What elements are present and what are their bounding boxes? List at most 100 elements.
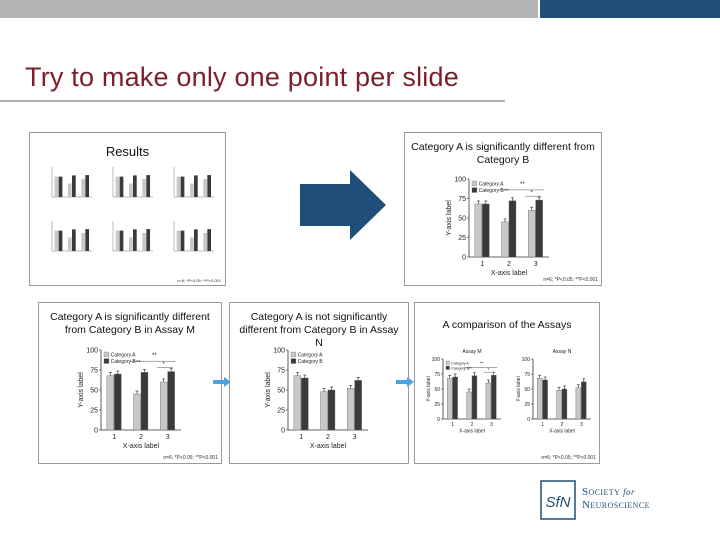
svg-text:SfN: SfN xyxy=(545,494,570,511)
y-tick-label: 25 xyxy=(434,402,440,408)
y-tick-label: 50 xyxy=(434,387,440,393)
top-band-grey xyxy=(0,0,538,18)
significance-marker: * xyxy=(531,191,534,197)
y-tick-label: 25 xyxy=(458,235,466,242)
title-rule xyxy=(0,100,505,102)
bar xyxy=(575,387,582,420)
chart-subtitle: Assay M xyxy=(462,349,481,355)
slide-title: Try to make only one point per slide xyxy=(25,62,459,92)
significance-marker: ** xyxy=(520,182,525,188)
legend-swatch xyxy=(103,358,110,364)
bar xyxy=(482,203,490,258)
chart-comparison-footnote: n=6; *P<0.05; **P<0.001 xyxy=(541,455,596,461)
y-tick-label: 0 xyxy=(462,254,466,261)
y-tick-label: 0 xyxy=(281,427,285,434)
top-band xyxy=(0,0,720,18)
y-axis-label: Y-axis label xyxy=(446,200,453,236)
x-tick-label: 2 xyxy=(471,422,474,428)
y-tick-label: 100 xyxy=(454,176,466,183)
bar xyxy=(581,381,587,420)
bar xyxy=(491,375,497,420)
bar xyxy=(159,381,168,431)
chart-n-title: Category A is not significantly differen… xyxy=(239,311,399,349)
legend-swatch xyxy=(103,351,110,358)
mini-bar xyxy=(203,179,208,197)
results-panel-title: Results xyxy=(105,144,150,159)
bar xyxy=(106,375,115,431)
mini-bar xyxy=(85,229,90,251)
sfn-logo: SfN Society for Neuroscience xyxy=(540,480,670,524)
mini-bar xyxy=(68,237,72,251)
significance-marker: ** xyxy=(468,366,472,371)
significance-marker: ** xyxy=(504,189,509,195)
bar xyxy=(320,391,328,431)
significance-marker: * xyxy=(163,362,166,368)
x-tick-label: 1 xyxy=(112,434,116,441)
y-tick-label: 100 xyxy=(432,357,441,363)
bar xyxy=(485,382,492,420)
bar xyxy=(561,388,568,420)
significance-marker: ** xyxy=(136,360,141,366)
bar xyxy=(447,378,453,420)
legend-swatch xyxy=(290,351,297,358)
mini-bar xyxy=(58,176,63,197)
mini-bar xyxy=(58,230,63,251)
y-tick-label: 75 xyxy=(524,372,530,378)
x-tick-label: 1 xyxy=(480,261,484,268)
mini-bar xyxy=(146,175,151,197)
bar xyxy=(471,375,478,420)
x-tick-label: 2 xyxy=(561,422,564,428)
x-tick-label: 3 xyxy=(353,434,357,441)
chart-m-panel: Category A is significantly different fr… xyxy=(38,302,222,464)
x-tick-label: 3 xyxy=(580,422,583,428)
mini-bar xyxy=(68,183,72,197)
mini-bar xyxy=(129,183,133,197)
mini-bar xyxy=(85,175,90,197)
y-axis-label: Y-axis label xyxy=(265,372,272,408)
mini-bar xyxy=(81,179,86,197)
significance-marker: ** xyxy=(480,360,484,365)
x-tick-label: 1 xyxy=(451,422,454,428)
y-tick-label: 50 xyxy=(90,387,98,394)
bar xyxy=(133,393,141,431)
y-tick-label: 50 xyxy=(277,387,285,394)
small-arrow-icon xyxy=(213,377,231,387)
bar xyxy=(537,378,543,420)
bar xyxy=(354,380,362,431)
y-tick-label: 0 xyxy=(437,417,440,423)
mini-bar xyxy=(194,229,198,251)
y-axis-label: Y-axis label xyxy=(78,372,85,408)
x-tick-label: 3 xyxy=(166,434,170,441)
sfn-logo-mark: SfN xyxy=(540,480,576,520)
bar xyxy=(452,376,458,420)
bar xyxy=(556,390,562,420)
bar xyxy=(167,371,175,431)
legend-label: Category A xyxy=(451,361,469,365)
x-axis-label: X-axis label xyxy=(491,270,528,277)
y-tick-label: 100 xyxy=(273,347,285,354)
y-tick-label: 100 xyxy=(86,347,98,354)
y-tick-label: 75 xyxy=(90,367,98,374)
legend-label: Category B xyxy=(479,188,505,194)
logo-for: for xyxy=(623,487,635,497)
sfn-logo-text: Society for Neuroscience xyxy=(582,486,650,512)
legend-swatch xyxy=(290,358,297,364)
bar xyxy=(501,221,509,258)
y-tick-label: 0 xyxy=(527,417,530,423)
chart-comparison-title: A comparison of the Assays xyxy=(442,319,572,331)
mini-bar xyxy=(72,229,76,251)
mini-bar xyxy=(129,237,133,251)
mini-bar xyxy=(176,176,181,197)
legend-swatch xyxy=(445,365,450,370)
x-tick-label: 3 xyxy=(534,261,538,268)
chart-subtitle: Assay N xyxy=(553,349,572,355)
mini-bar xyxy=(54,176,59,197)
mini-bar xyxy=(72,175,76,197)
legend-label: Category B xyxy=(451,366,470,370)
mini-bar xyxy=(207,229,212,251)
small-arrow-icon xyxy=(396,377,414,387)
mini-bar xyxy=(119,230,124,251)
mini-bar xyxy=(133,229,137,251)
